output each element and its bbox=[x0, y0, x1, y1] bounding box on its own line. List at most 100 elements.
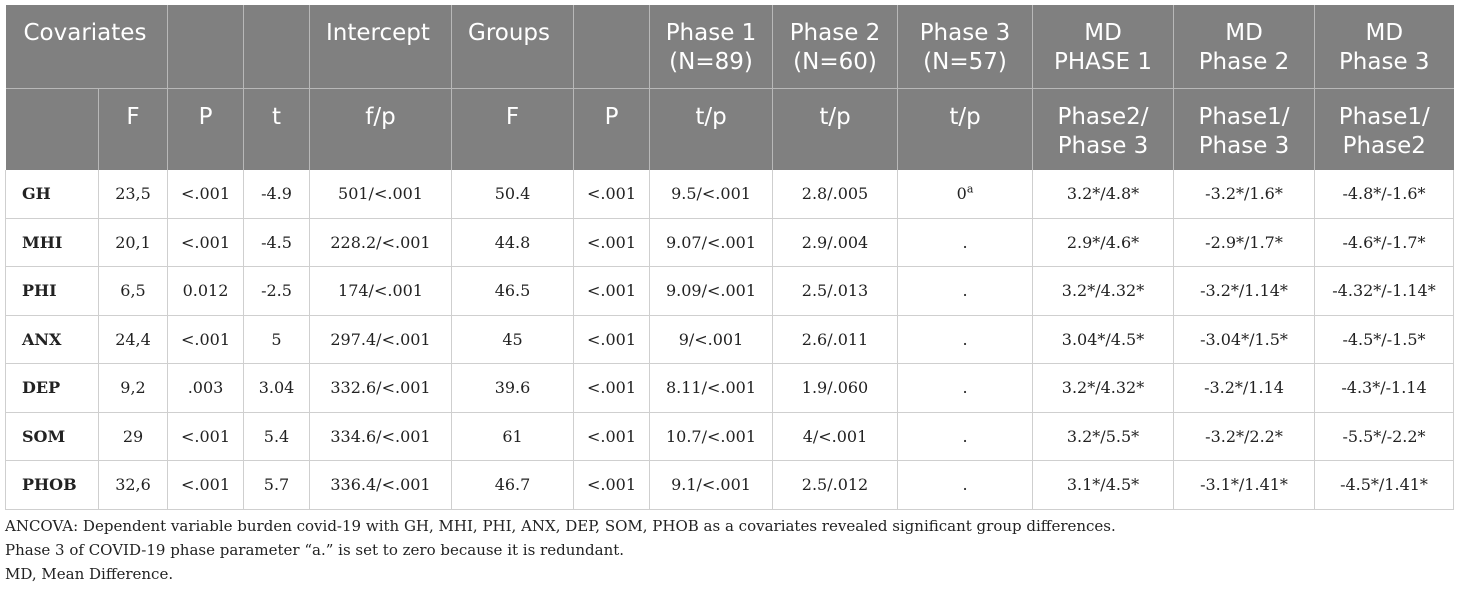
table-cell: 39.6 bbox=[451, 363, 574, 413]
table-cell: -4.5 bbox=[243, 218, 310, 267]
table-cell: 3.04*/4.5* bbox=[1032, 315, 1174, 364]
header-text: Phase2 bbox=[1342, 133, 1426, 159]
table-cell: <.001 bbox=[167, 315, 244, 364]
table-cell: <.001 bbox=[573, 170, 650, 219]
table-cell: <.001 bbox=[573, 266, 650, 316]
table-cell: -3.1*/1.41* bbox=[1173, 460, 1315, 510]
table-cell: -3.2*/1.14* bbox=[1173, 266, 1315, 316]
row-label-som: SOM bbox=[5, 412, 99, 461]
header-text: Phase2/ bbox=[1057, 104, 1149, 130]
table-row: MHI 20,1 <.001 -4.5 228.2/<.001 44.8 <.0… bbox=[5, 218, 1454, 267]
table-cell: -4.32*/-1.14* bbox=[1314, 266, 1454, 316]
table-cell: 3.04 bbox=[243, 363, 310, 413]
table-cell: -3.2*/1.14 bbox=[1173, 363, 1315, 413]
table-cell: 46.7 bbox=[451, 460, 574, 510]
table-cell: 5 bbox=[243, 315, 310, 364]
table-cell: 297.4/<.001 bbox=[309, 315, 452, 364]
header-groups: Groups bbox=[451, 5, 574, 89]
subheader-blank bbox=[5, 88, 99, 170]
header-blank-2 bbox=[243, 5, 310, 89]
table-cell: <.001 bbox=[167, 218, 244, 267]
table-cell: . bbox=[897, 460, 1033, 510]
table-cell-phase3-gh: 0a bbox=[897, 170, 1033, 219]
table-cell: -3.2*/1.6* bbox=[1173, 170, 1315, 219]
header-text: Covariates bbox=[23, 20, 147, 46]
footnote-ancova: ANCOVA: Dependent variable burden covid-… bbox=[5, 517, 1116, 535]
table-cell: 9.07/<.001 bbox=[649, 218, 773, 267]
row-label-phi: PHI bbox=[5, 266, 99, 316]
header-text: Phase 3 bbox=[1057, 133, 1149, 159]
table-cell: 45 bbox=[451, 315, 574, 364]
table-cell: 501/<.001 bbox=[309, 170, 452, 219]
table-cell: 228.2/<.001 bbox=[309, 218, 452, 267]
table-row: DEP 9,2 .003 3.04 332.6/<.001 39.6 <.001… bbox=[5, 363, 1454, 413]
table-cell: 23,5 bbox=[98, 170, 168, 219]
subheader-t: t bbox=[243, 88, 310, 170]
subheader-f: F bbox=[98, 88, 168, 170]
subheader-p: P bbox=[167, 88, 244, 170]
table-cell: <.001 bbox=[573, 218, 650, 267]
table-cell: 174/<.001 bbox=[309, 266, 452, 316]
table-row: PHI 6,5 0.012 -2.5 174/<.001 46.5 <.001 … bbox=[5, 266, 1454, 316]
table-cell: 2.9/.004 bbox=[772, 218, 898, 267]
header-text: (N=57) bbox=[923, 49, 1007, 75]
header-text: Phase 2 bbox=[789, 20, 881, 46]
table-cell: 44.8 bbox=[451, 218, 574, 267]
header-blank-1 bbox=[167, 5, 244, 89]
header-intercept: Intercept bbox=[309, 5, 452, 89]
table-row: ANX 24,4 <.001 5 297.4/<.001 45 <.001 9/… bbox=[5, 315, 1454, 364]
table-cell: 6,5 bbox=[98, 266, 168, 316]
header-phase-2: Phase 2 (N=60) bbox=[772, 5, 898, 89]
header-row-1: Covariates Intercept Groups P bbox=[5, 5, 1454, 89]
subheader-groups-p: P bbox=[573, 88, 650, 170]
table-cell: 5.7 bbox=[243, 460, 310, 510]
table-cell: 4/<.001 bbox=[772, 412, 898, 461]
table-cell: -3.2*/2.2* bbox=[1173, 412, 1315, 461]
table-cell: -4.9 bbox=[243, 170, 310, 219]
table-cell: 5.4 bbox=[243, 412, 310, 461]
table-cell: 1.9/.060 bbox=[772, 363, 898, 413]
table-row: SOM 29 <.001 5.4 334.6/<.001 61 <.001 10… bbox=[5, 412, 1454, 461]
table-header: Covariates Intercept Groups P bbox=[5, 5, 1454, 170]
table-cell: 46.5 bbox=[451, 266, 574, 316]
table-cell: 9.1/<.001 bbox=[649, 460, 773, 510]
ancova-table-container: Covariates Intercept Groups P bbox=[5, 5, 1454, 510]
table-cell: <.001 bbox=[167, 170, 244, 219]
table-cell: 0.012 bbox=[167, 266, 244, 316]
header-text: Phase 2 bbox=[1198, 49, 1290, 75]
table-cell: 332.6/<.001 bbox=[309, 363, 452, 413]
table-cell: 29 bbox=[98, 412, 168, 461]
header-text: (N=60) bbox=[793, 49, 877, 75]
table-cell: 8.11/<.001 bbox=[649, 363, 773, 413]
row-label-gh: GH bbox=[5, 170, 99, 219]
table-footnotes: ANCOVA: Dependent variable burden covid-… bbox=[5, 514, 1116, 586]
table-cell: 9.5/<.001 bbox=[649, 170, 773, 219]
header-md-phase-3: MD Phase 3 bbox=[1314, 5, 1454, 89]
table-cell: 10.7/<.001 bbox=[649, 412, 773, 461]
subheader-md-phase-2: Phase1/ Phase 3 bbox=[1173, 88, 1315, 170]
table-cell: 9.09/<.001 bbox=[649, 266, 773, 316]
header-text: P bbox=[198, 104, 213, 130]
header-text: F bbox=[126, 104, 140, 130]
table-cell: . bbox=[897, 218, 1033, 267]
table-cell: 9/<.001 bbox=[649, 315, 773, 364]
table-body: GH 23,5 <.001 -4.9 501/<.001 50.4 <.001 … bbox=[5, 170, 1454, 510]
table-cell: . bbox=[897, 266, 1033, 316]
table-cell: 3.2*/4.32* bbox=[1032, 363, 1174, 413]
row-label-anx: ANX bbox=[5, 315, 99, 364]
table-cell: 61 bbox=[451, 412, 574, 461]
table-cell: . bbox=[897, 412, 1033, 461]
table-cell: 24,4 bbox=[98, 315, 168, 364]
header-text: PHASE 1 bbox=[1054, 49, 1152, 75]
header-phase-1: Phase 1 (N=89) bbox=[649, 5, 773, 89]
table-cell: .003 bbox=[167, 363, 244, 413]
header-text: MD bbox=[1365, 20, 1404, 46]
subheader-groups-f: F bbox=[451, 88, 574, 170]
table-cell: -4.6*/-1.7* bbox=[1314, 218, 1454, 267]
header-md-phase-1: MD PHASE 1 bbox=[1032, 5, 1174, 89]
table-cell: -4.8*/-1.6* bbox=[1314, 170, 1454, 219]
header-text: Phase 1 bbox=[665, 20, 757, 46]
header-text: t/p bbox=[695, 104, 727, 130]
table-cell: . bbox=[897, 363, 1033, 413]
table-cell: -4.5*/-1.5* bbox=[1314, 315, 1454, 364]
